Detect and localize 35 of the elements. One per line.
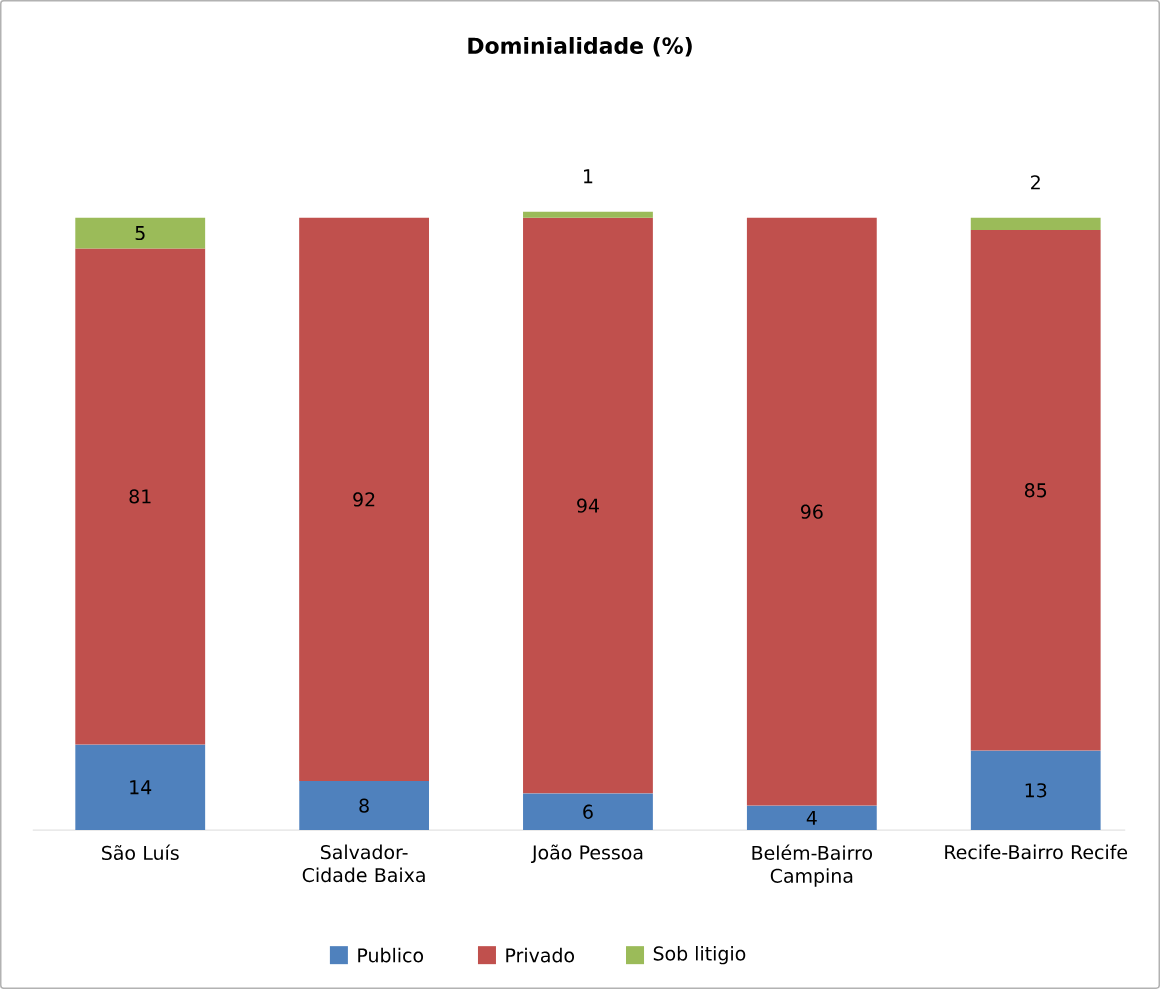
data-label: 5 xyxy=(135,226,145,241)
bar xyxy=(970,230,1101,751)
x-tick-label: João Pessoa xyxy=(530,844,643,864)
bar xyxy=(299,781,430,831)
data-label: 4 xyxy=(806,810,817,825)
legend-label: Sob litigio xyxy=(653,946,746,965)
legend-label: Privado xyxy=(506,947,575,963)
bar xyxy=(523,793,653,831)
x-tick-label: São Luís xyxy=(102,844,179,861)
bar xyxy=(523,217,653,794)
data-label: 1 xyxy=(584,169,593,184)
bar xyxy=(746,805,877,831)
data-label: 96 xyxy=(800,504,823,519)
chart-title: Dominialidade (%) xyxy=(468,37,692,57)
x-tick-label: Recife-Bairro Recife xyxy=(945,844,1128,860)
data-label: 2 xyxy=(1031,175,1040,190)
data-label: 94 xyxy=(577,498,599,513)
data-label: 85 xyxy=(1024,483,1047,498)
data-label: 92 xyxy=(353,492,375,507)
data-label: 14 xyxy=(130,780,152,795)
bar xyxy=(970,750,1101,831)
bar xyxy=(746,217,877,806)
data-label: 13 xyxy=(1025,783,1047,798)
x-tick-label: Salvador-Cidade Baixa xyxy=(302,844,425,883)
data-label: 81 xyxy=(129,489,151,504)
bar xyxy=(970,217,1101,231)
legend-label: Publico xyxy=(358,947,424,963)
bar xyxy=(75,217,206,249)
bar xyxy=(523,211,653,218)
bar xyxy=(299,217,430,782)
bar xyxy=(75,248,206,745)
data-label: 8 xyxy=(359,798,369,813)
x-tick-label: Belém-Bairro Campina xyxy=(752,844,873,887)
data-label: 6 xyxy=(583,804,593,819)
bar xyxy=(75,744,206,831)
